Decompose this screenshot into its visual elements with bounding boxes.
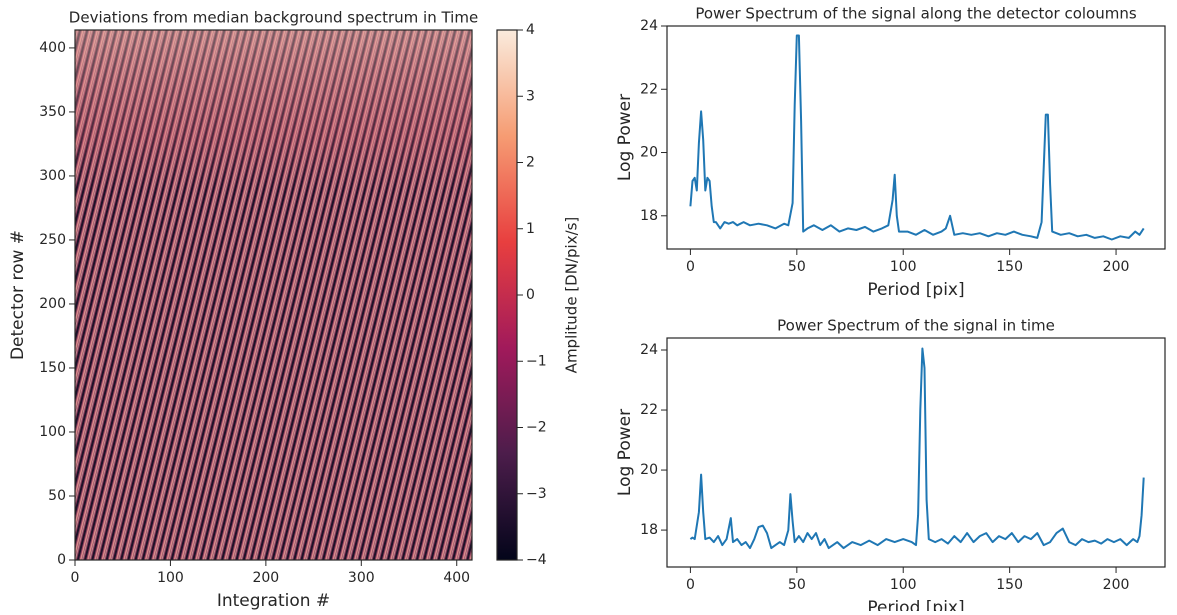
y-axis-label: Log Power [615, 409, 635, 496]
y-tick-label: 300 [39, 168, 66, 184]
colorbar-tick-label: 4 [526, 22, 535, 38]
y-tick-label: 0 [57, 552, 66, 568]
colorbar-tick-label: −3 [526, 486, 547, 502]
y-tick-label: 18 [640, 522, 658, 538]
x-tick-label: 150 [996, 577, 1023, 593]
colorbar-label: Amplitude [DN/pix/s] [563, 217, 581, 374]
y-tick-label: 100 [39, 424, 66, 440]
colorbar [497, 30, 517, 560]
y-tick-label: 18 [640, 208, 658, 224]
y-tick-label: 250 [39, 232, 66, 248]
y-axis-label: Log Power [615, 94, 635, 181]
colorbar-tick-label: 3 [526, 88, 535, 104]
x-tick-label: 200 [252, 570, 279, 586]
colorbar-tick-label: −2 [526, 420, 547, 436]
x-tick-label: 150 [996, 259, 1023, 275]
x-tick-label: 300 [348, 570, 375, 586]
colorbar-tick-label: 1 [526, 221, 535, 237]
chart-title: Deviations from median background spectr… [69, 9, 478, 27]
x-tick-label: 200 [1103, 577, 1130, 593]
y-tick-label: 24 [640, 18, 658, 34]
y-tick-label: 50 [48, 488, 66, 504]
y-tick-label: 350 [39, 104, 66, 120]
chart-title: Power Spectrum of the signal along the d… [695, 5, 1137, 23]
colorbar-tick-label: −1 [526, 353, 547, 369]
line-series [689, 347, 1145, 550]
y-tick-label: 20 [640, 145, 658, 161]
axes-frame [666, 25, 1166, 250]
colorbar-tick-label: 2 [526, 155, 535, 171]
x-tick-label: 100 [890, 577, 917, 593]
axes-frame [666, 337, 1166, 568]
x-tick-label: 200 [1103, 259, 1130, 275]
y-tick-label: 400 [39, 40, 66, 56]
line-series [689, 34, 1145, 241]
colorbar-tick-label: 0 [526, 287, 535, 303]
y-tick-label: 22 [640, 81, 658, 97]
y-tick-label: 200 [39, 296, 66, 312]
y-tick-label: 22 [640, 402, 658, 418]
y-tick-label: 150 [39, 360, 66, 376]
axes-frame [74, 29, 473, 561]
x-axis-label: Integration # [217, 591, 330, 611]
colorbar-tick-label: −4 [526, 552, 547, 568]
x-tick-label: 0 [686, 259, 695, 275]
y-axis-label: Detector row # [8, 230, 28, 360]
x-axis-label: Period [pix] [867, 598, 964, 611]
y-tick-label: 24 [640, 342, 658, 358]
y-tick-label: 20 [640, 462, 658, 478]
x-tick-label: 50 [788, 259, 806, 275]
heatmap-overlay [75, 30, 472, 560]
x-tick-label: 50 [788, 577, 806, 593]
x-tick-label: 400 [443, 570, 470, 586]
x-axis-label: Period [pix] [867, 280, 964, 300]
x-tick-label: 0 [71, 570, 80, 586]
x-tick-label: 100 [890, 259, 917, 275]
x-tick-label: 0 [686, 577, 695, 593]
x-tick-label: 100 [157, 570, 184, 586]
chart-title: Power Spectrum of the signal in time [777, 317, 1055, 335]
